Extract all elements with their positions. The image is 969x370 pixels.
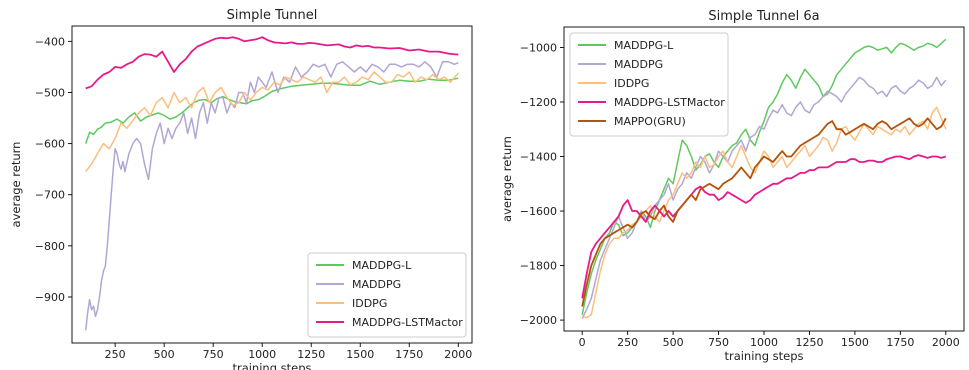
x-tick-label: 1750 bbox=[395, 348, 423, 361]
x-tick-label: 2000 bbox=[932, 336, 960, 349]
x-tick-label: 250 bbox=[105, 348, 126, 361]
series-line-mappo-gru bbox=[581, 117, 947, 307]
chart-simple-tunnel-6a: 0 250 500 750 1000 1250 1500 1750 2000 −2000 −1800… bbox=[500, 9, 965, 363]
x-axis-label: training steps bbox=[232, 361, 311, 370]
legend-label-iddpg: IDDPG bbox=[352, 297, 387, 310]
y-tick-label: −1200 bbox=[520, 96, 557, 109]
legend-box bbox=[307, 252, 467, 338]
y-tick-label: −500 bbox=[35, 86, 65, 99]
x-tick-label: 0 bbox=[579, 336, 586, 349]
legend-label-maddpg-lstmactor: MADDPG-LSTMactor bbox=[352, 316, 463, 329]
y-axis-label: average return bbox=[9, 142, 23, 228]
y-tick-label: −800 bbox=[35, 240, 65, 253]
chart-title: Simple Tunnel bbox=[227, 8, 318, 23]
x-axis-label: training steps bbox=[724, 349, 803, 363]
x-tick-label: 500 bbox=[154, 348, 175, 361]
y-tick-label: −1600 bbox=[520, 205, 557, 218]
y-tick-label: −400 bbox=[35, 35, 65, 48]
x-tick-label: 750 bbox=[708, 336, 729, 349]
y-tick-label: −700 bbox=[35, 189, 65, 202]
legend-label-maddpg: MADDPG bbox=[352, 278, 401, 291]
chart-title: Simple Tunnel 6a bbox=[708, 9, 819, 24]
x-tick-label: 1750 bbox=[886, 336, 914, 349]
series-line-maddpg-lstmactor bbox=[85, 36, 459, 90]
y-tick-label: −1800 bbox=[520, 260, 557, 273]
y-axis-label: average return bbox=[500, 136, 514, 222]
series-line-maddpg-lstmactor bbox=[581, 154, 947, 299]
x-tick-label: 1250 bbox=[297, 348, 325, 361]
chart-simple-tunnel: 250 500 750 1000 1250 1500 1750 2000 −900 −800 −70… bbox=[9, 8, 473, 370]
x-tick-label: 1250 bbox=[795, 336, 823, 349]
y-tick-label: −2000 bbox=[520, 314, 557, 327]
series-line-iddpg bbox=[85, 71, 459, 173]
plot-frame bbox=[71, 25, 473, 344]
legend: MADDPG-L MADDPG IDDPG MADDPG-LSTMactor MAPPO… bbox=[569, 32, 729, 137]
legend-label-iddpg: IDDPG bbox=[614, 77, 649, 90]
y-tick-label: −1400 bbox=[520, 151, 557, 164]
legend-label-maddpg-l: MADDPG-L bbox=[614, 39, 674, 52]
series-line-iddpg bbox=[582, 106, 947, 319]
x-tick-label: 1500 bbox=[346, 348, 374, 361]
x-tick-label: 1000 bbox=[248, 348, 276, 361]
x-tick-label: 1000 bbox=[750, 336, 778, 349]
x-tick-label: 500 bbox=[663, 336, 684, 349]
legend-box bbox=[569, 32, 729, 137]
legend: MADDPG-L MADDPG IDDPG MADDPG-LSTMactor bbox=[307, 252, 467, 338]
x-tick-label: 1500 bbox=[841, 336, 869, 349]
series-line-maddpg bbox=[84, 61, 459, 331]
y-tick-label: −900 bbox=[35, 291, 65, 304]
legend-label-maddpg: MADDPG bbox=[614, 58, 663, 71]
legend-label-maddpg-lstmactor: MADDPG-LSTMactor bbox=[614, 96, 725, 109]
legend-label-mappo-gru: MAPPO(GRU) bbox=[614, 115, 686, 128]
x-tick-label: 250 bbox=[617, 336, 638, 349]
x-tick-label: 2000 bbox=[444, 348, 472, 361]
y-tick-label: −600 bbox=[35, 138, 65, 151]
legend-label-maddpg-l: MADDPG-L bbox=[352, 259, 412, 272]
x-tick-label: 750 bbox=[203, 348, 224, 361]
y-tick-label: −1000 bbox=[520, 41, 557, 54]
